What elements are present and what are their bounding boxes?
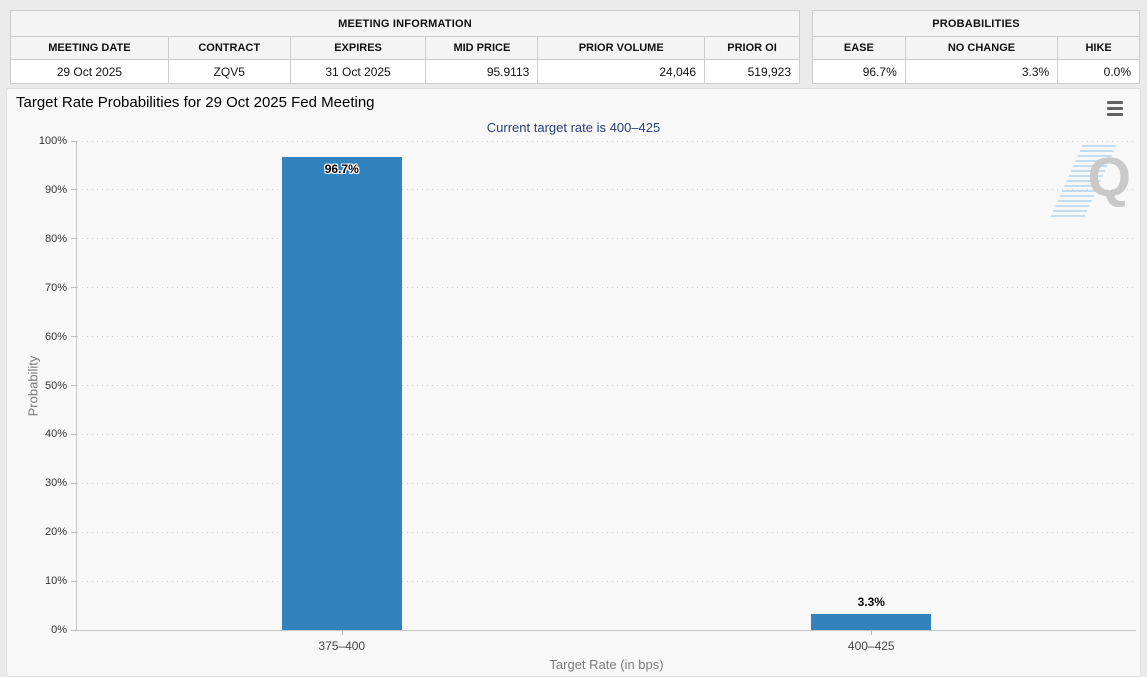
col-mid-price: MID PRICE bbox=[425, 36, 539, 60]
ytick-mark-90% bbox=[71, 189, 77, 191]
ytick-mark-40% bbox=[71, 433, 77, 435]
ytick-mark-50% bbox=[71, 385, 77, 386]
ytick-label-70%: 70% bbox=[44, 281, 67, 294]
gridline-100% bbox=[77, 140, 1136, 142]
x-category-label-400–425: 400–425 bbox=[847, 639, 895, 653]
plot-area: Probability Target Rate (in bps) 0% 10% 20… bbox=[26, 135, 1136, 672]
ytick-label-80%: 80% bbox=[44, 232, 67, 245]
bar-value-label-400–425: 3.3% bbox=[857, 595, 885, 609]
ytick-label-60%: 60% bbox=[44, 330, 67, 343]
hike-value: 0.0% bbox=[1057, 59, 1140, 84]
gridline-10% bbox=[77, 580, 1136, 582]
col-meeting-date: MEETING DATE bbox=[10, 36, 169, 60]
ytick-mark-30% bbox=[71, 482, 77, 484]
ytick-mark-20% bbox=[71, 531, 77, 533]
probabilities-title: PROBABILITIES bbox=[812, 10, 1140, 37]
col-no-change: NO CHANGE bbox=[904, 36, 1059, 60]
x-category-label-375–400: 375–400 bbox=[318, 639, 366, 653]
ytick-mark-80% bbox=[71, 238, 77, 240]
contract-value: ZQV5 bbox=[167, 59, 291, 84]
bar-400–425[interactable] bbox=[811, 614, 932, 630]
no-change-value: 3.3% bbox=[904, 59, 1059, 84]
quikstrike-watermark: Q bbox=[1050, 141, 1131, 221]
gridline-70% bbox=[77, 287, 1136, 289]
bar-375–400[interactable] bbox=[281, 157, 402, 630]
ytick-label-40%: 40% bbox=[44, 428, 67, 441]
col-hike: HIKE bbox=[1057, 36, 1140, 60]
col-prior-oi: PRIOR OI bbox=[704, 36, 800, 60]
x-axis-title: Target Rate (in bps) bbox=[549, 657, 664, 672]
hamburger-icon[interactable] bbox=[1103, 97, 1127, 119]
col-expires: EXPIRES bbox=[289, 36, 427, 60]
gridline-30% bbox=[77, 482, 1136, 484]
expires-value: 31 Oct 2025 bbox=[289, 59, 427, 84]
ytick-label-0%: 0% bbox=[51, 624, 67, 636]
ytick-mark-60% bbox=[71, 336, 77, 338]
ytick-label-100%: 100% bbox=[38, 135, 67, 147]
ytick-label-20%: 20% bbox=[44, 526, 67, 539]
meeting-date-value: 29 Oct 2025 bbox=[10, 59, 169, 84]
chart-subtitle: Current target rate is 400–425 bbox=[486, 120, 661, 135]
bar-value-label-375–400: 96.7% bbox=[324, 162, 359, 176]
prior-oi-value: 519,923 bbox=[704, 59, 800, 84]
meeting-information-title: MEETING INFORMATION bbox=[10, 10, 800, 37]
gridline-40% bbox=[77, 433, 1136, 435]
chart-title: Target Rate Probabilities for 29 Oct 202… bbox=[16, 94, 375, 111]
meeting-information-table: MEETING INFORMATION MEETING DATE CONTRAC… bbox=[10, 10, 800, 84]
mid-price-value: 95.9113 bbox=[425, 59, 539, 84]
ease-value: 96.7% bbox=[812, 59, 906, 84]
xtick-mark-400–425 bbox=[871, 630, 873, 635]
xtick-mark-375–400 bbox=[341, 630, 343, 635]
gridline-50% bbox=[77, 385, 1136, 386]
prior-volume-value: 24,046 bbox=[537, 59, 706, 84]
gridline-90% bbox=[77, 189, 1136, 191]
ytick-label-90%: 90% bbox=[44, 183, 67, 196]
gridline-60% bbox=[77, 336, 1136, 338]
meeting-information-row: 29 Oct 2025 ZQV5 31 Oct 2025 95.9113 24,… bbox=[10, 59, 800, 84]
ytick-mark-10% bbox=[71, 580, 77, 582]
ytick-label-10%: 10% bbox=[44, 575, 67, 588]
probabilities-table: PROBABILITIES EASE NO CHANGE HIKE 96.7% … bbox=[812, 10, 1140, 84]
col-contract: CONTRACT bbox=[167, 36, 291, 60]
q-logo-icon: Q bbox=[1087, 145, 1131, 208]
ytick-label-30%: 30% bbox=[44, 477, 67, 490]
ytick-label-50%: 50% bbox=[44, 379, 67, 392]
gridline-80% bbox=[77, 238, 1136, 240]
col-prior-volume: PRIOR VOLUME bbox=[537, 36, 706, 60]
probabilities-row: 96.7% 3.3% 0.0% bbox=[812, 59, 1140, 84]
gridline-20% bbox=[77, 531, 1136, 533]
fedwatch-chart-panel: Target Rate Probabilities for 29 Oct 202… bbox=[6, 88, 1141, 677]
ytick-mark-0% bbox=[71, 629, 77, 631]
ytick-mark-70% bbox=[71, 287, 77, 289]
col-ease: EASE bbox=[812, 36, 906, 60]
ytick-mark-100% bbox=[71, 140, 77, 142]
